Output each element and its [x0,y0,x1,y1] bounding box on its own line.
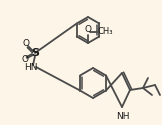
Text: O: O [22,54,29,64]
Text: NH: NH [116,112,130,121]
Text: CH₃: CH₃ [97,28,112,36]
Text: HN: HN [24,64,38,72]
Text: O: O [85,26,92,35]
Text: O: O [23,40,29,48]
Text: S: S [31,48,39,58]
